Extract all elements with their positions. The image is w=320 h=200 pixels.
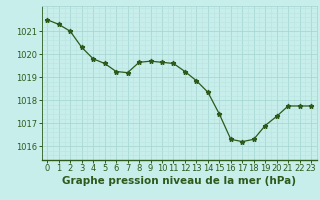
X-axis label: Graphe pression niveau de la mer (hPa): Graphe pression niveau de la mer (hPa) [62,176,296,186]
